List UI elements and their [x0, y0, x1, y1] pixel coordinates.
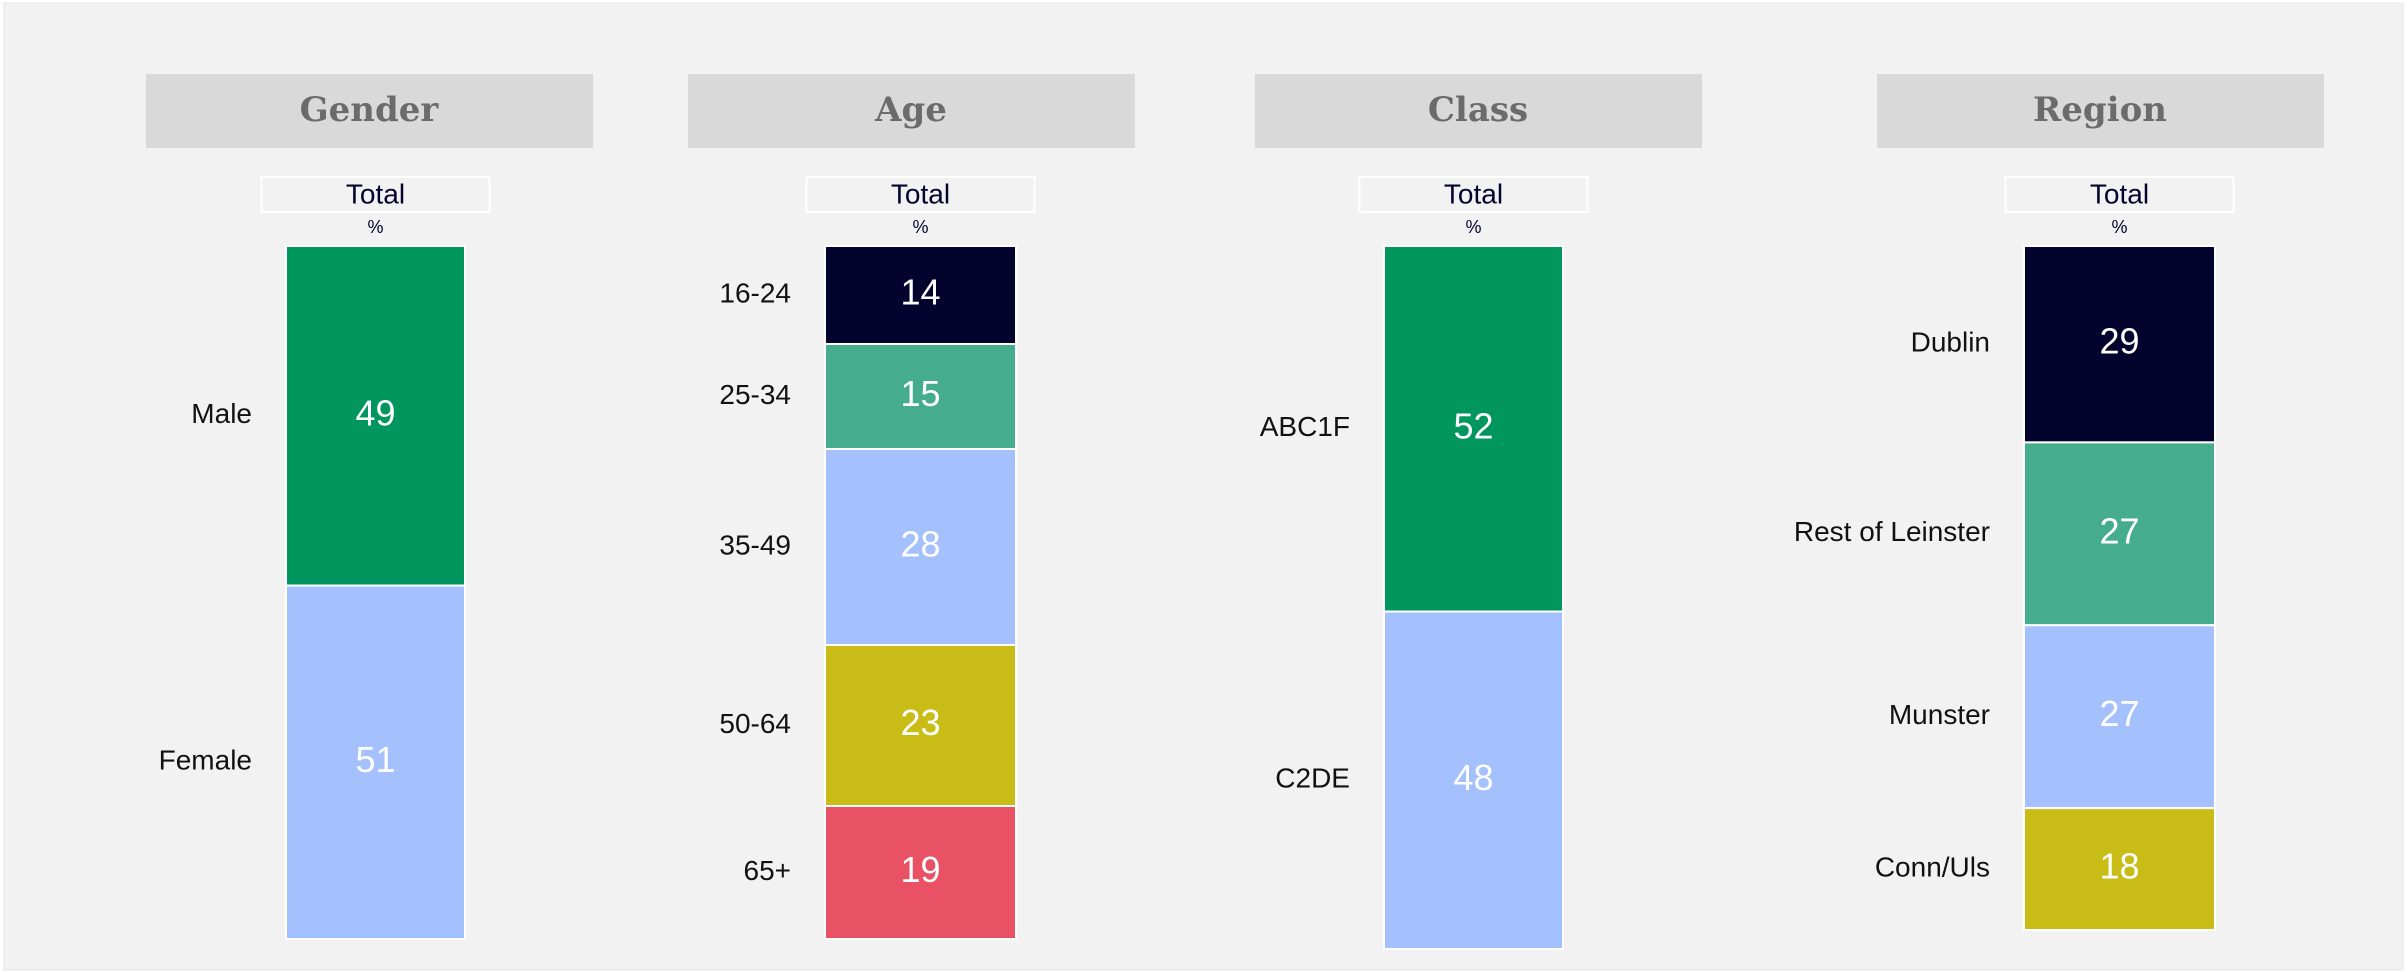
- segment-label: Munster: [1889, 699, 1990, 730]
- value-label: 18: [2099, 846, 2139, 887]
- unit-label: %: [2111, 217, 2127, 237]
- bar-segment: [2023, 624, 2216, 810]
- panel-header: [146, 74, 593, 148]
- unit-label: %: [912, 217, 928, 237]
- segment-label: 65+: [744, 855, 792, 886]
- column-label: Total: [1444, 178, 1503, 209]
- segment-label: 16-24: [719, 277, 791, 308]
- value-label: 52: [1453, 405, 1493, 446]
- panel-title: Region: [2033, 90, 2167, 130]
- segment-label: 25-34: [719, 379, 791, 410]
- segment-label: Rest of Leinster: [1794, 516, 1990, 547]
- segment-label: 50-64: [719, 708, 791, 739]
- segment-label: 35-49: [719, 529, 791, 560]
- bar-segment: [2023, 245, 2216, 444]
- value-label: 27: [2099, 693, 2139, 734]
- segment-label: ABC1F: [1260, 411, 1350, 442]
- segment-label: Dublin: [1911, 327, 1990, 358]
- value-label: 23: [900, 702, 940, 743]
- panel-header: [688, 74, 1135, 148]
- value-label: 49: [355, 392, 395, 433]
- column-label: Total: [2090, 178, 2149, 209]
- bar-segment: [1383, 245, 1564, 613]
- value-label: 48: [1453, 757, 1493, 798]
- panel-title: Class: [1428, 90, 1528, 130]
- value-label: 29: [2099, 321, 2139, 362]
- bar-segment: [824, 448, 1017, 646]
- bar-segment: [2023, 807, 2216, 931]
- unit-label: %: [367, 217, 383, 237]
- segment-label: Male: [191, 398, 252, 429]
- segment-label: Conn/Uls: [1875, 851, 1990, 882]
- segment-label: C2DE: [1275, 763, 1350, 794]
- value-label: 28: [900, 524, 940, 565]
- panel-title: Age: [874, 90, 947, 130]
- unit-label: %: [1465, 217, 1481, 237]
- value-label: 15: [900, 373, 940, 414]
- value-label: 27: [2099, 510, 2139, 551]
- value-label: 14: [900, 272, 940, 313]
- bar-segment: [285, 245, 466, 587]
- bar-segment: [824, 245, 1017, 345]
- column-header-box: [805, 176, 1036, 213]
- value-label: 19: [900, 849, 940, 890]
- column-header-box: [2004, 176, 2235, 213]
- panel-header: [1877, 74, 2324, 148]
- segment-label: Female: [159, 745, 252, 776]
- bar-segment: [2023, 441, 2216, 627]
- column-label: Total: [891, 178, 950, 209]
- bar-segment: [285, 584, 466, 940]
- bar-segment: [824, 805, 1017, 940]
- panel-header: [1255, 74, 1702, 148]
- bar-segment: [1383, 610, 1564, 950]
- value-label: 51: [355, 739, 395, 780]
- column-label: Total: [346, 178, 405, 209]
- column-header-box: [260, 176, 491, 213]
- panel-title: Gender: [300, 90, 440, 130]
- column-header-box: [1358, 176, 1589, 213]
